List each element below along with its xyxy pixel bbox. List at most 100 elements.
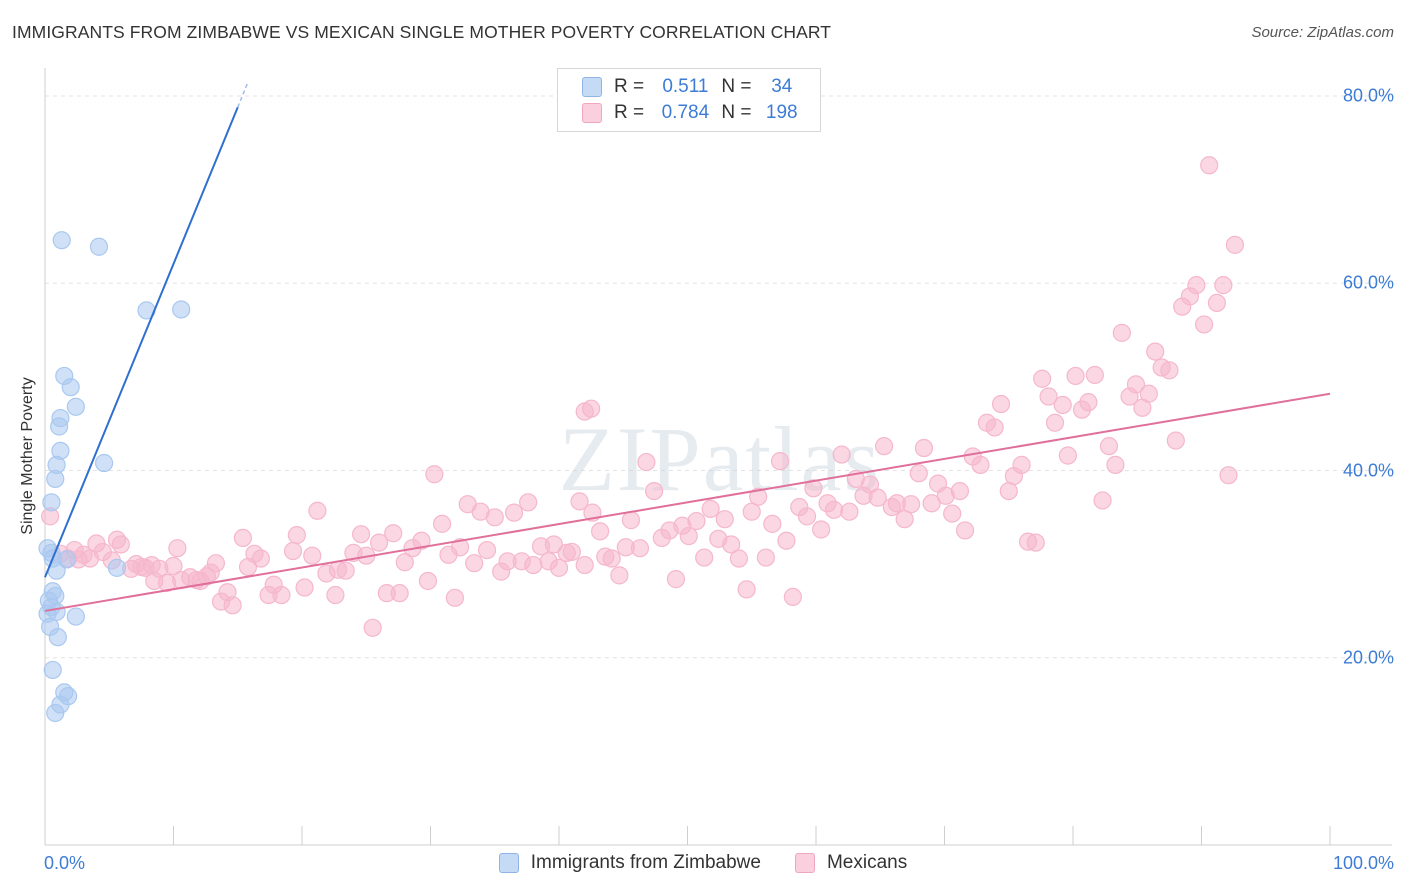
mexicans-point <box>1219 466 1238 485</box>
series-legend-label: Immigrants from Zimbabwe <box>530 852 761 873</box>
mexicans-point <box>1026 533 1045 552</box>
zimbabwe-point <box>48 628 67 647</box>
mexicans-point <box>445 588 465 607</box>
mexicans-point <box>384 524 403 543</box>
legend-swatch-zimbabwe <box>582 77 602 97</box>
mexicans-point <box>621 511 641 530</box>
zimbabwe-point <box>61 378 80 397</box>
mexicans-point <box>1139 384 1158 403</box>
mexicans-point <box>1066 366 1085 386</box>
mexicans-point <box>287 526 306 545</box>
zimbabwe-point <box>52 231 71 250</box>
mexicans-point <box>562 542 581 562</box>
watermark: ZIPatlas <box>559 408 882 510</box>
mexicans-point <box>763 514 782 533</box>
mexicans-point <box>955 521 975 540</box>
x-tick-label-left: 0.0% <box>44 853 86 873</box>
legend-r-label: R = <box>614 76 645 97</box>
correlation-legend: R = 0.511 N = 34 R = 0.784 N = 198 <box>557 68 821 132</box>
mexicans-point <box>477 540 497 560</box>
mexicans-point <box>840 502 859 521</box>
mexicans-point <box>432 514 452 533</box>
mexicans-point <box>223 596 242 615</box>
mexicans-point <box>549 558 569 577</box>
zimbabwe-point <box>107 558 127 577</box>
source-label: Source: ZipAtlas.com <box>1251 24 1394 41</box>
mexicans-point <box>804 479 823 498</box>
mexicans-point <box>1225 235 1245 254</box>
mexicans-point <box>1039 387 1058 406</box>
mexicans-point <box>591 522 610 541</box>
legend-r-value: 0.511 <box>662 76 709 97</box>
mexicans-point <box>504 503 524 522</box>
mexicans-point <box>715 510 734 529</box>
axes <box>44 68 1392 846</box>
mexicans-point <box>1093 491 1112 510</box>
mexicans-point <box>1053 395 1072 415</box>
mexicans-point <box>971 455 990 474</box>
series-legend-mexicans: Mexicans <box>794 852 907 874</box>
mexicans-point <box>729 549 749 568</box>
gridlines <box>45 95 1392 659</box>
zimbabwe-point <box>66 397 85 416</box>
mexicans-point <box>570 492 589 511</box>
mexicans-point <box>1099 437 1119 456</box>
mexicans-point <box>425 465 444 484</box>
mexicans-point <box>272 585 291 605</box>
mexicans-point <box>679 526 698 546</box>
mexicans-point <box>418 571 438 591</box>
mexicans-point <box>1033 369 1052 388</box>
mexicans-point <box>326 585 345 605</box>
legend-row-zimbabwe: R = 0.511 N = 34 <box>582 75 807 99</box>
legend-n-value: 198 <box>765 102 798 123</box>
mexicans-point <box>749 487 768 506</box>
mexicans-point <box>1200 156 1219 175</box>
mexicans-point <box>1166 431 1185 450</box>
mexicans-point <box>1194 315 1214 334</box>
mexicans-point <box>233 528 252 548</box>
mexicans-point <box>868 488 887 507</box>
mexicans-point <box>875 437 894 456</box>
zimbabwe-point <box>46 586 65 606</box>
trend-lines <box>44 81 1331 612</box>
mexicans-point <box>395 553 414 572</box>
mexicans-point <box>1160 361 1179 380</box>
mexicans-point <box>610 566 629 585</box>
zimbabwe-point <box>51 408 70 428</box>
mexicans-point <box>722 535 741 554</box>
mexicans-point <box>111 535 130 554</box>
mexicans-point <box>450 538 470 557</box>
mexicans-point <box>352 525 371 544</box>
mexicans-point <box>582 399 601 418</box>
series-legend: Immigrants from Zimbabwe Mexicans <box>0 852 1406 874</box>
chart-title: IMMIGRANTS FROM ZIMBABWE VS MEXICAN SING… <box>12 22 832 42</box>
series-swatch-zimbabwe <box>498 853 519 873</box>
mexicans-point <box>390 584 409 603</box>
mexicans-point <box>630 539 650 558</box>
legend-swatch-mexicans <box>582 103 602 123</box>
mexicans-point <box>644 481 664 501</box>
mexicans-point <box>363 618 382 637</box>
zimbabwe-point <box>42 493 61 512</box>
mexicans-point <box>943 504 962 523</box>
mexicans-point <box>737 580 756 599</box>
mexicans-point <box>1079 393 1098 412</box>
mexicans-point <box>783 587 802 606</box>
zimbabwe-trend-extension <box>237 81 249 108</box>
series-swatch-mexicans <box>794 853 815 873</box>
mexicans-point <box>206 554 226 573</box>
mexicans-point <box>687 511 706 531</box>
mexicans-point <box>370 533 389 552</box>
legend-n-label: N = <box>721 102 752 123</box>
mexicans-point <box>637 452 656 472</box>
mexicans-point <box>1106 455 1125 474</box>
y-tick-label: 80.0% <box>1342 85 1394 106</box>
legend-r-value: 0.784 <box>661 102 710 123</box>
zimbabwe-point <box>66 607 85 626</box>
mexicans-point <box>1012 455 1031 474</box>
mexicans-point <box>901 495 921 514</box>
mexicans-point <box>1187 276 1206 295</box>
mexicans-point <box>308 501 327 520</box>
mexicans-point <box>1214 276 1233 295</box>
